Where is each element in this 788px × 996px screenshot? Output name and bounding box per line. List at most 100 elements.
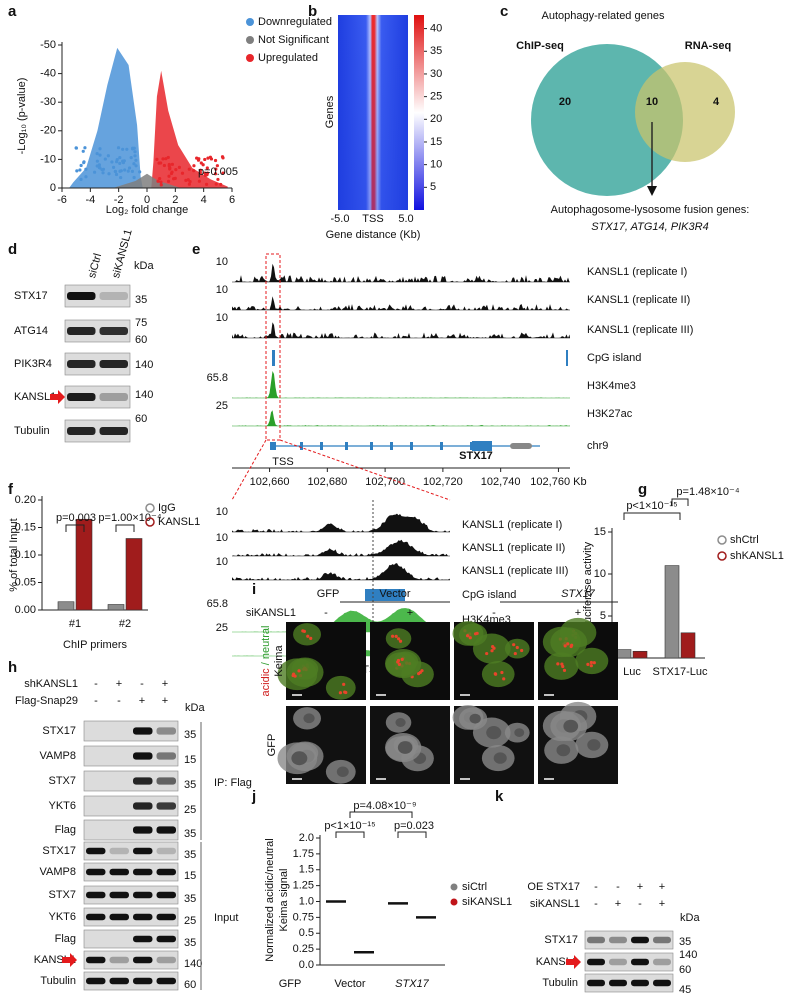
x-tick-label: #1: [69, 618, 81, 630]
marker-label: 60: [135, 334, 147, 346]
dot: [170, 170, 174, 174]
x-tick-label: 6: [229, 194, 235, 206]
dot: [203, 171, 207, 175]
track-scale: 10: [216, 312, 228, 324]
x-tick-label: -2: [114, 194, 124, 206]
track-label: KANSL1 (replicate I): [587, 266, 687, 278]
dot: [192, 164, 196, 168]
y-tick-label: 0.75: [293, 911, 314, 923]
band: [86, 913, 106, 921]
cell: [575, 647, 609, 675]
puncta: [586, 662, 590, 666]
dot: [121, 147, 125, 151]
row-label: Flag: [55, 824, 76, 836]
puncta: [492, 646, 496, 650]
x-tick-label: 102,680: [307, 476, 347, 488]
puncta: [490, 649, 494, 653]
dot: [75, 169, 79, 173]
row-label: ATG14: [14, 325, 48, 337]
band: [86, 956, 106, 964]
column-label: siCtrl: [86, 252, 104, 279]
legend-label: Downregulated: [258, 16, 332, 28]
legend-label: siKANSL1: [462, 896, 512, 908]
x-tick-label: 102,720: [423, 476, 463, 488]
track-scale: 65.8: [207, 598, 228, 610]
puncta: [515, 645, 519, 650]
dot: [118, 161, 122, 165]
sign: -: [140, 678, 144, 690]
y-tick-label: 15: [594, 526, 606, 538]
blot: [83, 907, 179, 927]
y-tick-label: 10: [594, 568, 606, 580]
signal-track: [232, 539, 450, 556]
marker-label: 45: [679, 984, 691, 996]
dot: [134, 158, 138, 162]
marker-label: 35: [184, 849, 196, 861]
y-axis-label: Genes: [324, 95, 336, 128]
kda-label: kDa: [185, 702, 205, 714]
signal-track: [232, 563, 450, 580]
dot: [170, 162, 174, 166]
band: [67, 327, 96, 335]
dot: [214, 182, 218, 186]
dot: [82, 161, 86, 165]
dot: [162, 163, 166, 168]
band: [156, 826, 176, 834]
dot: [173, 176, 177, 180]
marker-label: 75: [135, 317, 147, 329]
dot: [177, 165, 181, 169]
dot: [196, 158, 201, 162]
band: [86, 868, 106, 876]
cell: [293, 623, 321, 646]
band: [156, 847, 176, 855]
bar: [57, 601, 75, 611]
band: [109, 977, 129, 985]
puncta: [468, 636, 472, 640]
exon: [345, 442, 348, 450]
band: [631, 936, 649, 944]
band: [133, 935, 153, 943]
sign: +: [407, 607, 413, 619]
dot: [84, 175, 88, 179]
bar: [107, 604, 125, 611]
sign: +: [116, 678, 122, 690]
keima-label-part: acidic: [260, 665, 272, 696]
puncta: [390, 634, 395, 638]
set-label: ChIP-seq: [516, 40, 564, 52]
cell: [550, 627, 588, 657]
puncta: [398, 639, 403, 643]
x-tick-label: TSS: [362, 213, 383, 225]
cell: [325, 675, 356, 700]
marker-label: 35: [184, 828, 196, 840]
venn-title: Autophagy-related genes: [542, 10, 665, 22]
puncta: [309, 636, 313, 640]
y-tick-label: -20: [40, 125, 56, 137]
bar: [75, 518, 93, 611]
band: [99, 393, 128, 401]
track-scale: 65.8: [207, 372, 228, 384]
sign: -: [594, 881, 598, 893]
legend-label: siCtrl: [462, 881, 487, 893]
y-tick-label: -50: [40, 39, 56, 51]
dot: [205, 173, 209, 177]
cell: [277, 658, 318, 691]
colorbar-label: 5: [430, 181, 436, 193]
set-count: 20: [559, 96, 571, 108]
band: [133, 913, 153, 921]
row-label: STX17: [544, 934, 578, 946]
dot: [97, 166, 102, 170]
dot: [106, 154, 110, 158]
signal-track: [232, 513, 450, 532]
row-label: STX17: [42, 845, 76, 857]
puncta: [563, 644, 567, 648]
marker-label: 15: [184, 870, 196, 882]
group-label: IP: Flag: [214, 777, 252, 789]
band: [609, 958, 627, 966]
row-label: PIK3R4: [14, 358, 52, 370]
puncta: [302, 629, 306, 634]
bracket: [65, 524, 135, 532]
y-tick-label: 0.05: [15, 576, 36, 588]
dot: [168, 166, 172, 170]
band: [133, 802, 153, 810]
dot: [126, 169, 130, 173]
